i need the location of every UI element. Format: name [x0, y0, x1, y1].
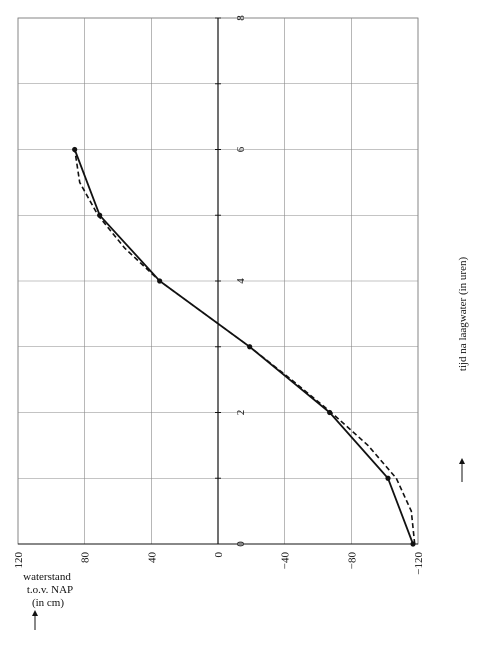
- y-axis-title-line-1: waterstand: [23, 571, 71, 583]
- x-tick-label: 4: [235, 278, 247, 284]
- y-tick-label: 120: [13, 552, 25, 569]
- x-tick-label: 0: [235, 541, 247, 547]
- tick-labels: 0 2 4 6 8 −120 −80 −40 0 40 80 120: [13, 15, 425, 575]
- y-tick-label: −40: [280, 552, 292, 570]
- x-tick-label: 2: [235, 410, 247, 416]
- y-tick-label: 40: [146, 552, 158, 564]
- y-axis-title-line-3: (in cm): [32, 597, 64, 609]
- data-point: [72, 146, 78, 153]
- x-axis-arrow-head: [459, 458, 465, 464]
- x-axis-title-group: tijd na laagwater (in uren): [457, 257, 469, 482]
- y-tick-label: −120: [413, 552, 425, 575]
- x-tick-label: 8: [235, 15, 247, 21]
- y-tick-label: −80: [346, 552, 358, 570]
- y-tick-label: 80: [80, 552, 92, 564]
- y-tick-label: 0: [213, 552, 225, 558]
- x-axis-title: tijd na laagwater (in uren): [457, 257, 469, 372]
- y-axis-arrow-head: [32, 610, 38, 616]
- data-point: [385, 475, 391, 481]
- x-tick-label: 6: [235, 146, 247, 152]
- series-group: [72, 146, 416, 547]
- y-axis-title-group: waterstand t.o.v. NAP (in cm): [23, 571, 73, 630]
- axes: [18, 17, 418, 545]
- y-axis-title-line-2: t.o.v. NAP: [27, 584, 73, 596]
- series-line-dashed: [73, 149, 416, 545]
